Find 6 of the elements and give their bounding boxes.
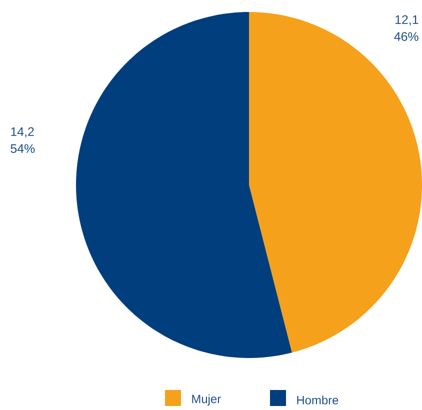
- text: 46%: [394, 32, 418, 41]
- text: 54%: [10, 144, 35, 153]
- legend-label: Hombre: [297, 396, 338, 404]
- data-label: 12,1: [396, 15, 418, 26]
- legend-label: Mujer: [192, 394, 221, 406]
- data-label: 14,2: [11, 127, 34, 138]
